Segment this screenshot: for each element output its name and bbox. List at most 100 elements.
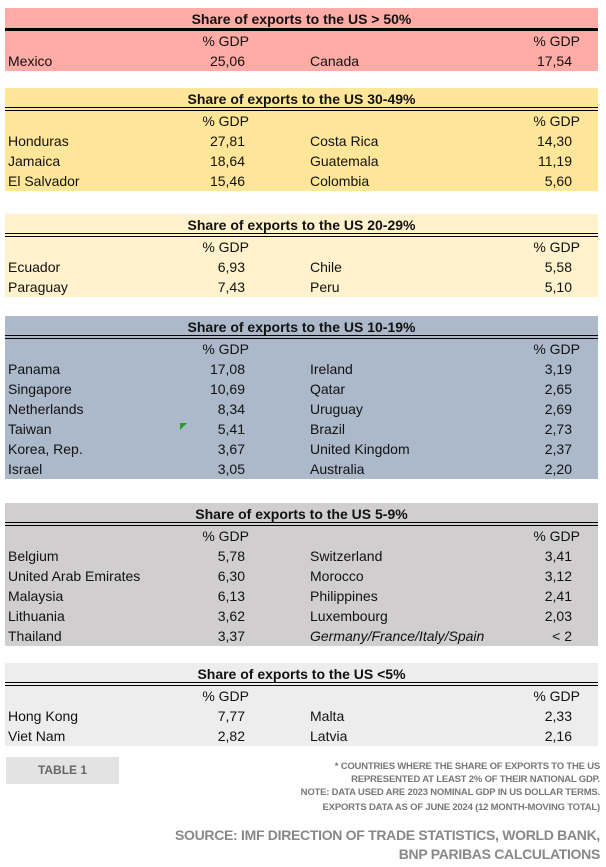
gdp-value: 6,13 (217, 588, 245, 604)
gdp-value: 5,78 (217, 548, 245, 564)
gdp-value: 8,34 (217, 401, 245, 417)
footnote-line: EXPORTS DATA AS OF JUNE 2024 (12 MONTH-M… (322, 802, 601, 813)
table-row: United Arab Emirates 6,30 Morocco 3,12 (5, 566, 598, 586)
section-title: Share of exports to the US <5% (5, 663, 598, 686)
gdp-value: 3,62 (217, 608, 245, 624)
gdp-value: 3,19 (544, 361, 572, 377)
gdp-value: 3,05 (217, 461, 245, 477)
country-name: Taiwan (8, 421, 52, 437)
footnote-line: NOTE: DATA USED ARE 2023 NOMINAL GDP IN … (300, 787, 601, 798)
gdp-value: 7,43 (217, 279, 245, 295)
country-name: Thailand (8, 628, 62, 644)
table-row: Panama 17,08 Ireland 3,19 (5, 359, 598, 379)
country-name: Lithuania (8, 608, 65, 624)
country-name: United Kingdom (310, 441, 410, 457)
table-row: Ecuador 6,93 Chile 5,58 (5, 257, 598, 277)
table-row: Netherlands 8,34 Uruguay 2,69 (5, 399, 598, 419)
column-header: % GDP (533, 33, 580, 49)
table-row: Lithuania 3,62 Luxembourg 2,03 (5, 606, 598, 626)
gdp-value: 2,33 (544, 708, 572, 724)
gdp-value: 27,81 (209, 133, 245, 149)
column-header-row: % GDP % GDP (5, 31, 598, 51)
country-name: Philippines (310, 588, 378, 604)
country-name: Canada (310, 53, 360, 69)
country-name: Hong Kong (8, 708, 79, 724)
column-header: % GDP (202, 341, 249, 357)
gdp-value: 5,60 (544, 173, 572, 189)
gdp-value: 2,73 (544, 421, 572, 437)
column-header: % GDP (533, 688, 580, 704)
section-title: Share of exports to the US 10-19% (5, 316, 598, 339)
gdp-value: 11,19 (538, 153, 572, 169)
column-header: % GDP (533, 341, 580, 357)
country-name: Ireland (310, 361, 353, 377)
footnotes: * COUNTRIES WHERE THE SHARE OF EXPORTS T… (300, 760, 601, 814)
column-header-row: % GDP % GDP (5, 339, 598, 359)
gdp-value: 7,77 (217, 708, 245, 724)
section-title: Share of exports to the US 30-49% (5, 88, 598, 111)
country-name: Germany/France/Italy/Spain (310, 628, 485, 644)
column-header: % GDP (202, 113, 249, 129)
table-row: Taiwan 5,41 Brazil 2,73 (5, 419, 598, 439)
country-name: Mexico (8, 53, 53, 69)
section-s20_29: Share of exports to the US 20-29%% GDP% … (5, 214, 598, 297)
gdp-value: 2,41 (544, 588, 572, 604)
gdp-value: 2,65 (544, 381, 572, 397)
country-name: El Salvador (8, 173, 80, 189)
section-title: Share of exports to the US 20-29% (5, 214, 598, 237)
gdp-value: 3,41 (544, 548, 572, 564)
gdp-value: 3,12 (544, 568, 572, 584)
gdp-value: 18,64 (209, 153, 245, 169)
table-row: Belgium 5,78 Switzerland 3,41 (5, 546, 598, 566)
source-line: SOURCE: IMF DIRECTION OF TRADE STATISTIC… (174, 827, 600, 843)
country-name: Australia (310, 461, 365, 477)
gdp-value: 2,37 (544, 441, 572, 457)
gdp-value: 2,82 (217, 728, 245, 744)
gdp-value: 15,46 (209, 173, 245, 189)
country-name: Korea, Rep. (8, 441, 83, 457)
country-name: Switzerland (310, 548, 383, 564)
table-row: Thailand 3,37 Germany/France/Italy/Spain… (5, 626, 598, 646)
gdp-value: < 2 (552, 628, 572, 644)
table-row: Malaysia 6,13 Philippines 2,41 (5, 586, 598, 606)
country-name: Morocco (310, 568, 364, 584)
gdp-value: 2,16 (544, 728, 572, 744)
table-row: Paraguay 7,43 Peru 5,10 (5, 277, 598, 297)
country-name: Jamaica (8, 153, 61, 169)
column-header: % GDP (533, 528, 580, 544)
country-name: Israel (8, 461, 43, 477)
country-name: Brazil (310, 421, 346, 437)
country-name: United Arab Emirates (8, 568, 141, 584)
column-header: % GDP (533, 239, 580, 255)
column-header: % GDP (202, 528, 249, 544)
table-label: TABLE 1 (6, 757, 119, 784)
gdp-value: 2,03 (544, 608, 572, 624)
gdp-value: 25,06 (209, 53, 245, 69)
gdp-value: 5,41 (217, 421, 245, 437)
gdp-value: 6,93 (217, 259, 245, 275)
table-row: Viet Nam 2,82 Latvia 2,16 (5, 726, 598, 746)
source-note: SOURCE: IMF DIRECTION OF TRADE STATISTIC… (175, 826, 600, 864)
country-name: Ecuador (8, 259, 61, 275)
country-name: Netherlands (8, 401, 84, 417)
table-row: Israel 3,05 Australia 2,20 (5, 459, 598, 479)
country-name: Latvia (310, 728, 348, 744)
table-row: Hong Kong 7,77 Malta 2,33 (5, 706, 598, 726)
country-name: Luxembourg (310, 608, 388, 624)
section-title: Share of exports to the US > 50% (5, 8, 598, 31)
comment-indicator-icon (180, 423, 187, 430)
country-name: Panama (8, 361, 61, 377)
source-line: BNP PARIBAS CALCULATIONS (398, 846, 601, 862)
column-header-row: % GDP % GDP (5, 237, 598, 257)
table-row: Honduras 27,81 Costa Rica 14,30 (5, 131, 598, 151)
country-name: Guatemala (310, 153, 379, 169)
column-header: % GDP (202, 33, 249, 49)
section-lt5: Share of exports to the US <5%% GDP% GDP… (5, 663, 598, 746)
country-name: Paraguay (8, 279, 68, 295)
footnote-line: REPRESENTED AT LEAST 2% OF THEIR NATIONA… (351, 774, 600, 785)
gdp-value: 3,37 (217, 628, 245, 644)
table-row: Mexico 25,06 Canada 17,54 (5, 51, 598, 71)
gdp-value: 10,69 (209, 381, 245, 397)
gdp-value: 6,30 (217, 568, 245, 584)
country-name: Belgium (8, 548, 59, 564)
